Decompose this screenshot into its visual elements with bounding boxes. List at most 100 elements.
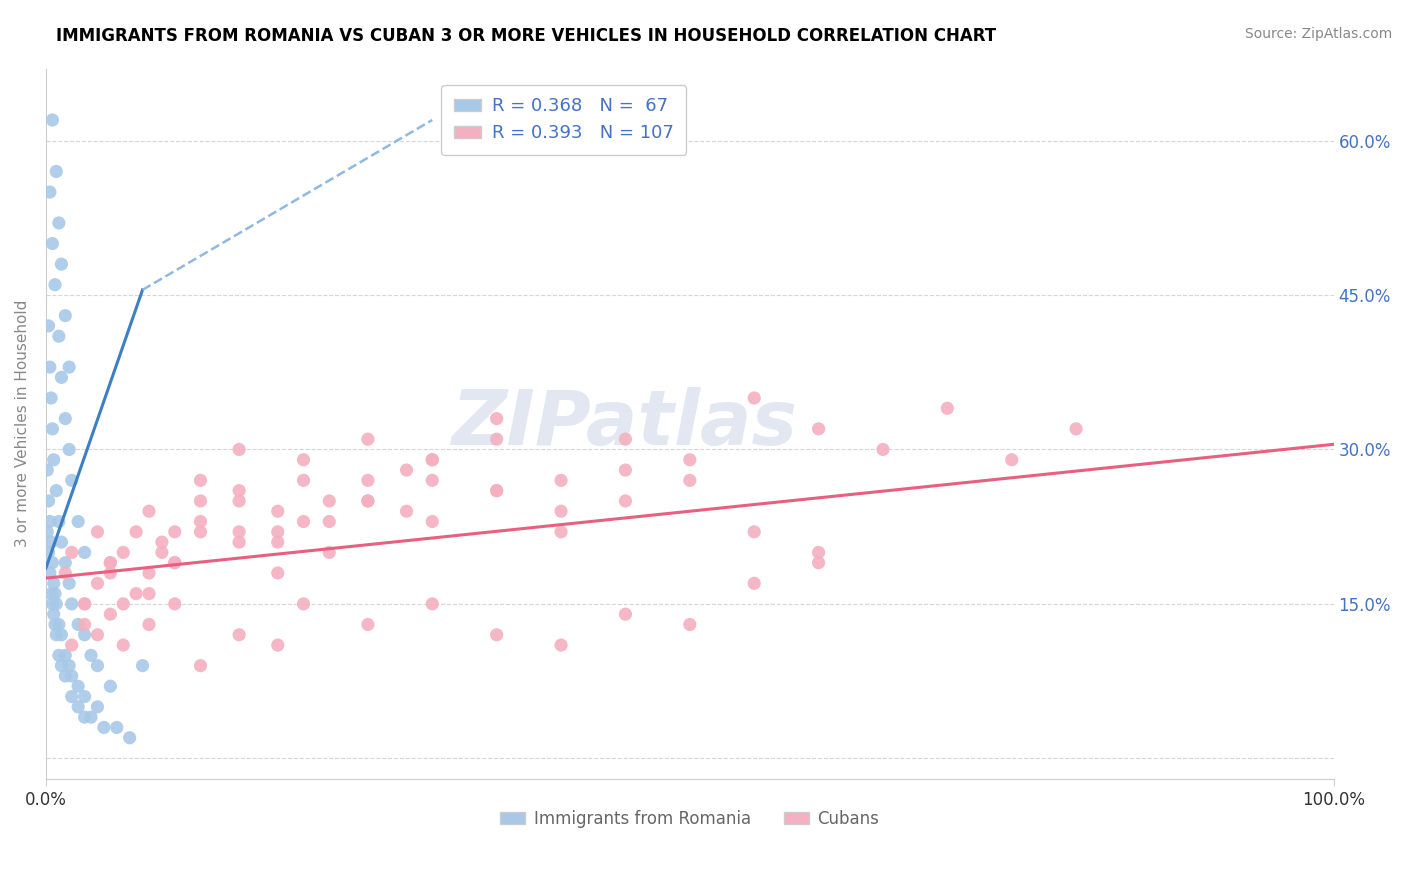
Point — [41, 422, 63, 436]
Point — [38, 360, 60, 375]
Point — [67, 617, 90, 632]
Point — [41, 556, 63, 570]
Point — [357, 474, 380, 488]
Point — [267, 524, 290, 539]
Point — [1064, 422, 1087, 436]
Point — [73, 710, 96, 724]
Point — [80, 710, 103, 724]
Point — [420, 474, 443, 488]
Point — [163, 524, 186, 539]
Point — [73, 597, 96, 611]
Point — [67, 699, 90, 714]
Point — [550, 638, 572, 652]
Point — [485, 628, 508, 642]
Point — [292, 474, 315, 488]
Point — [60, 638, 83, 652]
Point — [38, 566, 60, 580]
Point — [39, 535, 62, 549]
Point — [39, 586, 62, 600]
Point — [41, 113, 63, 128]
Point — [318, 545, 340, 559]
Point — [73, 597, 96, 611]
Point — [228, 524, 250, 539]
Point — [45, 628, 67, 642]
Point — [86, 524, 108, 539]
Point — [112, 545, 135, 559]
Point — [48, 216, 70, 230]
Point — [41, 236, 63, 251]
Point — [679, 617, 702, 632]
Point — [51, 370, 73, 384]
Point — [37, 463, 59, 477]
Point — [53, 309, 76, 323]
Point — [73, 617, 96, 632]
Point — [53, 648, 76, 663]
Point — [125, 586, 148, 600]
Point — [742, 524, 765, 539]
Point — [86, 628, 108, 642]
Point — [51, 658, 73, 673]
Point — [614, 494, 637, 508]
Point — [138, 504, 160, 518]
Point — [53, 556, 76, 570]
Point — [67, 515, 90, 529]
Point — [73, 690, 96, 704]
Point — [42, 452, 65, 467]
Point — [138, 566, 160, 580]
Legend: Immigrants from Romania, Cubans: Immigrants from Romania, Cubans — [494, 803, 886, 835]
Point — [420, 452, 443, 467]
Point — [80, 648, 103, 663]
Point — [190, 494, 212, 508]
Y-axis label: 3 or more Vehicles in Household: 3 or more Vehicles in Household — [15, 300, 30, 548]
Point — [485, 483, 508, 498]
Point — [58, 576, 80, 591]
Point — [98, 607, 121, 622]
Point — [53, 669, 76, 683]
Point — [45, 164, 67, 178]
Point — [292, 515, 315, 529]
Point — [936, 401, 959, 416]
Point — [485, 483, 508, 498]
Point — [614, 607, 637, 622]
Text: IMMIGRANTS FROM ROMANIA VS CUBAN 3 OR MORE VEHICLES IN HOUSEHOLD CORRELATION CHA: IMMIGRANTS FROM ROMANIA VS CUBAN 3 OR MO… — [56, 27, 997, 45]
Point — [807, 545, 830, 559]
Point — [228, 494, 250, 508]
Point — [48, 648, 70, 663]
Point — [48, 515, 70, 529]
Point — [1001, 452, 1024, 467]
Point — [267, 504, 290, 518]
Point — [395, 463, 418, 477]
Point — [37, 524, 59, 539]
Point — [267, 535, 290, 549]
Point — [86, 658, 108, 673]
Point — [357, 494, 380, 508]
Point — [485, 432, 508, 446]
Point — [807, 556, 830, 570]
Point — [60, 474, 83, 488]
Point — [742, 391, 765, 405]
Point — [38, 515, 60, 529]
Point — [42, 607, 65, 622]
Point — [485, 411, 508, 425]
Point — [98, 679, 121, 693]
Point — [318, 515, 340, 529]
Point — [807, 422, 830, 436]
Point — [98, 556, 121, 570]
Point — [67, 679, 90, 693]
Point — [98, 556, 121, 570]
Point — [58, 442, 80, 457]
Point — [267, 638, 290, 652]
Point — [51, 535, 73, 549]
Point — [228, 442, 250, 457]
Point — [41, 597, 63, 611]
Point — [60, 669, 83, 683]
Point — [45, 483, 67, 498]
Point — [550, 474, 572, 488]
Point — [420, 597, 443, 611]
Point — [163, 556, 186, 570]
Point — [679, 452, 702, 467]
Point — [292, 597, 315, 611]
Point — [420, 515, 443, 529]
Point — [267, 566, 290, 580]
Point — [679, 474, 702, 488]
